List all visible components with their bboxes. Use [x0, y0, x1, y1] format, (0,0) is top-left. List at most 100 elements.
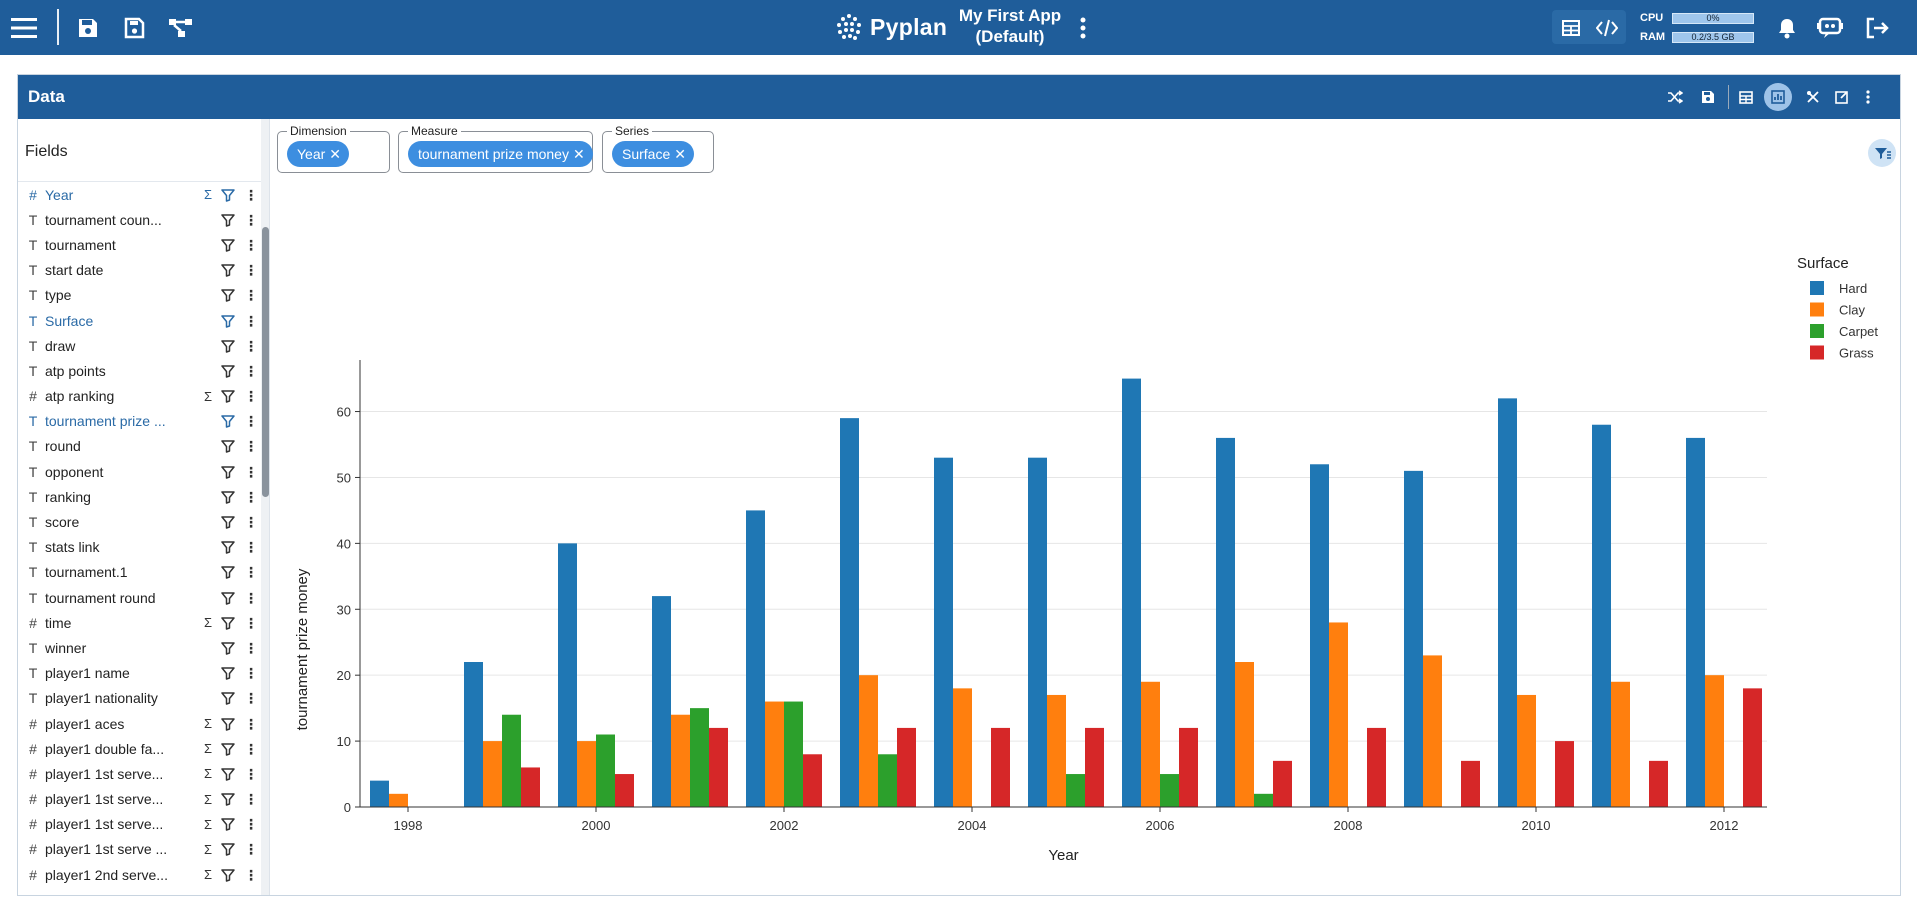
- more-vertical-icon[interactable]: ⋮: [244, 186, 258, 203]
- sum-icon[interactable]: Σ: [203, 388, 213, 404]
- field-item[interactable]: T Surface ⋮: [18, 308, 262, 333]
- more-vertical-icon[interactable]: ⋮: [244, 236, 258, 253]
- more-vertical-icon[interactable]: ⋮: [244, 287, 258, 304]
- field-item[interactable]: # Year Σ ⋮: [18, 182, 262, 207]
- more-vertical-icon[interactable]: ⋮: [244, 765, 258, 782]
- close-icon[interactable]: ✕: [674, 146, 686, 162]
- filter-icon[interactable]: [221, 238, 235, 252]
- more-vertical-icon[interactable]: ⋮: [244, 312, 258, 329]
- more-vertical-icon[interactable]: ⋮: [244, 589, 258, 606]
- more-vertical-icon[interactable]: ⋮: [244, 715, 258, 732]
- dimension-chip[interactable]: Year ✕: [287, 141, 350, 167]
- shuffle-icon[interactable]: [1665, 87, 1685, 107]
- filter-icon[interactable]: [221, 188, 235, 202]
- more-vertical-icon[interactable]: ⋮: [244, 388, 258, 405]
- measure-chip[interactable]: tournament prize money ✕: [408, 141, 593, 167]
- tools-icon[interactable]: [1803, 87, 1823, 107]
- more-vertical-icon[interactable]: ⋮: [244, 816, 258, 833]
- more-vertical-icon[interactable]: ⋮: [244, 690, 258, 707]
- field-item[interactable]: # player1 aces Σ ⋮: [18, 711, 262, 736]
- filter-icon[interactable]: [221, 717, 235, 731]
- field-item[interactable]: # player1 double fa... Σ ⋮: [18, 736, 262, 761]
- filter-icon[interactable]: [221, 591, 235, 605]
- filter-icon[interactable]: [221, 490, 235, 504]
- more-vertical-icon[interactable]: ⋮: [244, 791, 258, 808]
- fields-scrollbar[interactable]: [261, 119, 269, 895]
- field-item[interactable]: # time Σ ⋮: [18, 610, 262, 635]
- chart-filter-button[interactable]: [1868, 139, 1896, 167]
- sum-icon[interactable]: Σ: [203, 741, 213, 757]
- series-dropzone[interactable]: Series Surface ✕: [602, 124, 714, 173]
- filter-icon[interactable]: [221, 565, 235, 580]
- more-vertical-icon[interactable]: ⋮: [244, 564, 258, 581]
- more-vertical-icon[interactable]: ⋮: [244, 841, 258, 858]
- more-vertical-icon[interactable]: ⋮: [244, 438, 258, 455]
- more-vertical-icon[interactable]: ⋮: [244, 337, 258, 354]
- close-icon[interactable]: ✕: [329, 146, 342, 162]
- filter-icon[interactable]: [221, 817, 235, 832]
- filter-icon[interactable]: [221, 842, 235, 857]
- more-vertical-icon[interactable]: ⋮: [244, 866, 258, 883]
- sum-icon[interactable]: Σ: [203, 791, 213, 807]
- more-vertical-icon[interactable]: [1858, 87, 1878, 107]
- field-item[interactable]: # player1 1st serve... Σ ⋮: [18, 787, 262, 812]
- filter-icon[interactable]: [221, 666, 235, 680]
- sum-icon[interactable]: Σ: [203, 615, 213, 631]
- diagram-icon[interactable]: [166, 0, 196, 55]
- filter-icon[interactable]: [221, 314, 235, 328]
- logout-icon[interactable]: [1862, 0, 1892, 55]
- save-as-icon[interactable]: [120, 0, 148, 55]
- filter-icon[interactable]: [221, 641, 235, 655]
- bell-icon[interactable]: [1775, 0, 1799, 55]
- save-icon[interactable]: [1698, 87, 1718, 107]
- more-vertical-icon[interactable]: ⋮: [244, 211, 258, 228]
- more-vertical-icon[interactable]: [1075, 0, 1091, 55]
- code-icon[interactable]: [1592, 0, 1622, 55]
- field-item[interactable]: # atp ranking Σ ⋮: [18, 384, 262, 409]
- filter-icon[interactable]: [221, 263, 235, 277]
- more-vertical-icon[interactable]: ⋮: [244, 463, 258, 480]
- sum-icon[interactable]: Σ: [203, 766, 213, 782]
- filter-icon[interactable]: [221, 767, 235, 781]
- more-vertical-icon[interactable]: ⋮: [244, 262, 258, 279]
- filter-icon[interactable]: [221, 792, 235, 806]
- more-vertical-icon[interactable]: ⋮: [244, 665, 258, 682]
- more-vertical-icon[interactable]: ⋮: [244, 488, 258, 505]
- filter-icon[interactable]: [221, 868, 235, 882]
- filter-icon[interactable]: [221, 540, 235, 554]
- sum-icon[interactable]: Σ: [203, 816, 213, 832]
- close-icon[interactable]: ✕: [572, 146, 585, 162]
- sum-icon[interactable]: Σ: [203, 841, 213, 857]
- more-vertical-icon[interactable]: ⋮: [244, 639, 258, 656]
- more-vertical-icon[interactable]: ⋮: [244, 614, 258, 631]
- series-chip[interactable]: Surface ✕: [612, 141, 694, 167]
- field-item[interactable]: # player1 1st serve ... Σ ⋮: [18, 837, 262, 862]
- sum-icon[interactable]: Σ: [203, 716, 213, 732]
- sum-icon[interactable]: Σ: [203, 867, 213, 883]
- filter-icon[interactable]: [221, 414, 235, 429]
- table-icon[interactable]: [1736, 87, 1756, 107]
- table-icon[interactable]: [1557, 0, 1585, 55]
- filter-icon[interactable]: [221, 339, 235, 353]
- menu-icon[interactable]: [8, 0, 40, 55]
- filter-icon[interactable]: [221, 439, 235, 454]
- filter-icon[interactable]: [221, 616, 235, 630]
- sum-icon[interactable]: Σ: [203, 187, 213, 203]
- assistant-icon[interactable]: [1815, 0, 1845, 55]
- measure-dropzone[interactable]: Measure tournament prize money ✕: [398, 124, 593, 173]
- field-item[interactable]: # player1 1st serve... Σ ⋮: [18, 761, 262, 786]
